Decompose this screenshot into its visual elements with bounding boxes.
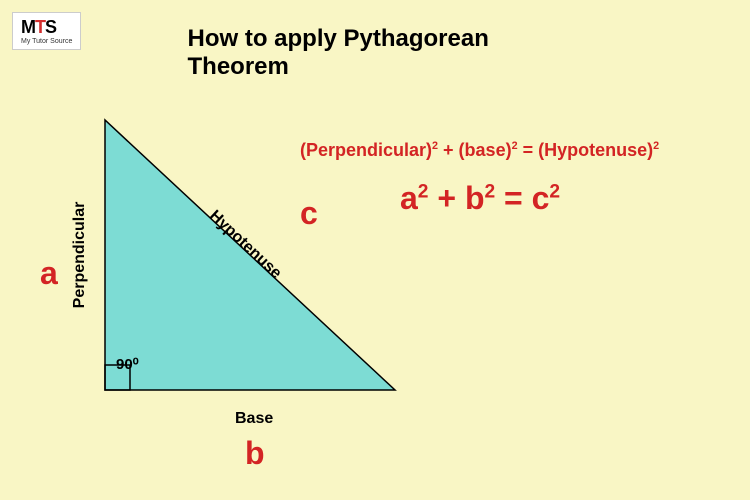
formula-vars: a2 + b2 = c2 [400, 180, 560, 217]
diagram-canvas: MTS My Tutor Source How to apply Pythago… [0, 0, 750, 500]
formula-words: (Perpendicular)2 + (base)2 = (Hypotenuse… [300, 140, 659, 161]
triangle-svg [0, 0, 750, 500]
angle-label: 90⁰ [116, 355, 139, 373]
variable-a: a [40, 255, 58, 292]
perpendicular-label: Perpendicular [71, 202, 89, 309]
variable-b: b [245, 435, 265, 472]
base-label: Base [235, 410, 273, 428]
variable-c: c [300, 195, 318, 232]
